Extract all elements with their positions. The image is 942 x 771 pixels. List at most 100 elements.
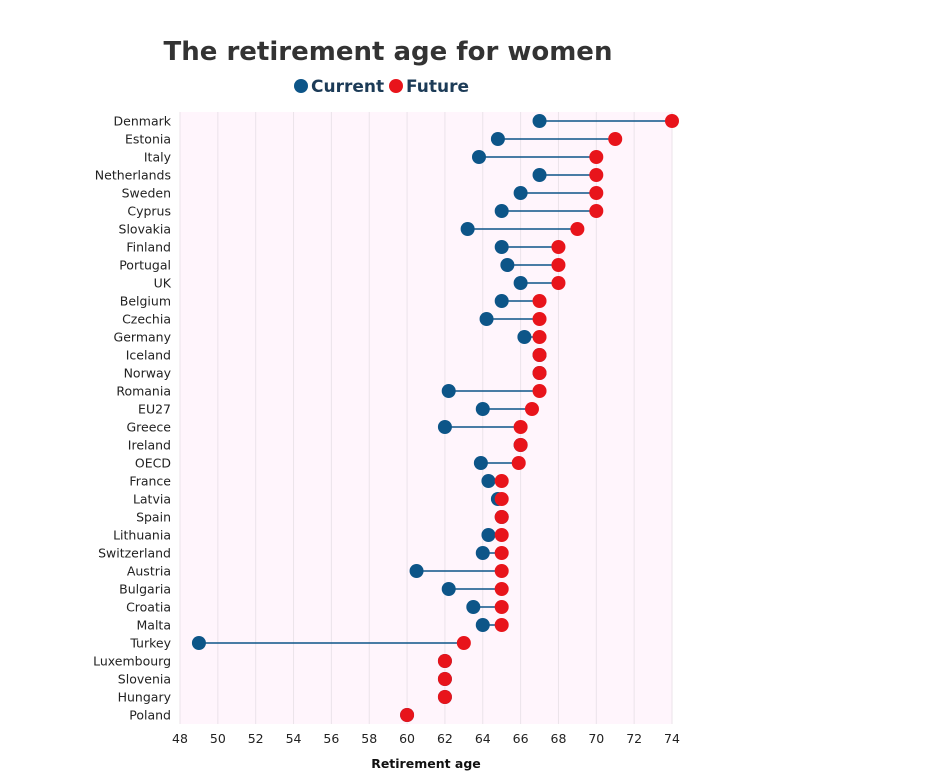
current-point[interactable] <box>532 114 547 128</box>
future-point[interactable] <box>494 492 509 506</box>
x-tick-label: 74 <box>664 731 680 746</box>
future-point[interactable] <box>494 564 509 578</box>
category-label: Switzerland <box>98 546 171 561</box>
future-point[interactable] <box>532 384 547 398</box>
category-label: Cyprus <box>127 204 171 219</box>
category-label: Ireland <box>128 438 171 453</box>
future-point[interactable] <box>437 654 452 668</box>
future-point[interactable] <box>437 672 452 686</box>
chart-title: The retirement age for women <box>164 37 613 67</box>
current-point[interactable] <box>437 420 452 434</box>
category-label: Slovakia <box>119 222 171 237</box>
current-point[interactable] <box>475 618 490 632</box>
legend: Current Future <box>294 77 469 97</box>
category-label: Austria <box>127 564 171 579</box>
category-label: Spain <box>136 510 171 525</box>
x-tick-label: 60 <box>399 731 415 746</box>
x-tick-label: 52 <box>248 731 264 746</box>
category-label: Estonia <box>125 132 171 147</box>
future-point[interactable] <box>400 708 415 722</box>
current-point[interactable] <box>441 582 456 596</box>
x-axis-title: Retirement age <box>371 756 481 771</box>
category-label: Netherlands <box>95 168 171 183</box>
category-label: EU27 <box>138 402 171 417</box>
x-tick-label: 50 <box>210 731 226 746</box>
category-label: Malta <box>137 618 171 633</box>
current-point[interactable] <box>479 312 494 326</box>
current-point[interactable] <box>494 294 509 308</box>
category-label: Portugal <box>119 258 171 273</box>
future-point[interactable] <box>511 456 526 470</box>
future-point[interactable] <box>456 636 471 650</box>
future-point[interactable] <box>551 240 566 254</box>
current-point[interactable] <box>481 474 496 488</box>
legend-item-current[interactable]: Current <box>294 77 384 97</box>
future-point[interactable] <box>494 510 509 524</box>
future-point[interactable] <box>532 294 547 308</box>
future-point[interactable] <box>513 438 528 452</box>
x-tick-label: 66 <box>513 731 529 746</box>
current-point[interactable] <box>500 258 515 272</box>
future-point[interactable] <box>494 474 509 488</box>
x-tick-label: 48 <box>172 731 188 746</box>
future-point[interactable] <box>570 222 585 236</box>
current-point[interactable] <box>494 240 509 254</box>
category-label: Italy <box>144 150 172 165</box>
category-label: Greece <box>127 420 172 435</box>
current-point[interactable] <box>475 402 490 416</box>
future-point[interactable] <box>532 348 547 362</box>
category-label: France <box>129 474 171 489</box>
plot-area <box>180 112 672 724</box>
future-point[interactable] <box>494 528 509 542</box>
category-label: Turkey <box>129 636 171 651</box>
current-point[interactable] <box>494 204 509 218</box>
current-point[interactable] <box>475 546 490 560</box>
category-label: Iceland <box>126 348 171 363</box>
future-point[interactable] <box>665 114 679 128</box>
future-point[interactable] <box>551 258 566 272</box>
current-point[interactable] <box>517 330 532 344</box>
category-label: Croatia <box>126 600 171 615</box>
future-point[interactable] <box>494 546 509 560</box>
category-label: Finland <box>126 240 171 255</box>
future-point[interactable] <box>513 420 528 434</box>
x-axis-ticks: 48 50 52 54 56 58 60 62 64 66 68 70 72 74 <box>172 731 680 746</box>
current-point[interactable] <box>481 528 496 542</box>
category-label: Belgium <box>120 294 171 309</box>
future-point[interactable] <box>494 618 509 632</box>
current-point[interactable] <box>466 600 481 614</box>
x-tick-label: 68 <box>551 731 567 746</box>
current-point[interactable] <box>513 186 528 200</box>
category-label: Hungary <box>118 690 172 705</box>
legend-current-marker <box>294 79 308 93</box>
category-label: Poland <box>129 708 171 723</box>
current-point[interactable] <box>513 276 528 290</box>
future-point[interactable] <box>437 690 452 704</box>
future-point[interactable] <box>494 582 509 596</box>
future-point[interactable] <box>589 204 604 218</box>
future-point[interactable] <box>524 402 539 416</box>
future-point[interactable] <box>589 168 604 182</box>
future-point[interactable] <box>589 150 604 164</box>
current-point[interactable] <box>441 384 456 398</box>
current-point[interactable] <box>473 456 488 470</box>
current-point[interactable] <box>191 636 206 650</box>
current-point[interactable] <box>409 564 424 578</box>
category-label: Slovenia <box>118 672 171 687</box>
future-point[interactable] <box>532 330 547 344</box>
current-point[interactable] <box>490 132 505 146</box>
future-point[interactable] <box>589 186 604 200</box>
current-point[interactable] <box>471 150 486 164</box>
category-label: Norway <box>124 366 172 381</box>
current-point[interactable] <box>460 222 475 236</box>
future-point[interactable] <box>551 276 566 290</box>
current-point[interactable] <box>532 168 547 182</box>
future-point[interactable] <box>532 312 547 326</box>
category-label: Latvia <box>133 492 171 507</box>
future-point[interactable] <box>608 132 623 146</box>
category-label: UK <box>154 276 172 291</box>
future-point[interactable] <box>494 600 509 614</box>
legend-item-future[interactable]: Future <box>389 77 469 97</box>
future-point[interactable] <box>532 366 547 380</box>
